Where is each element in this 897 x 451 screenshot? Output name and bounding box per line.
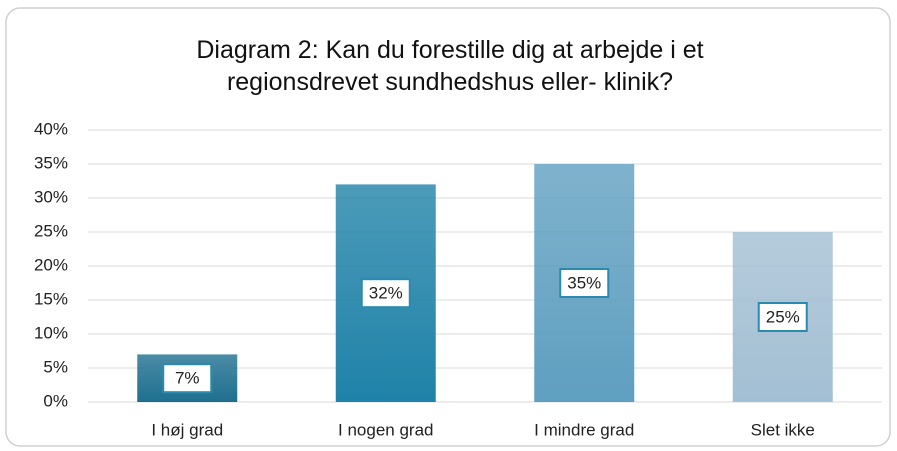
- chart-title: Diagram 2: Kan du forestille dig at arbe…: [196, 36, 704, 96]
- x-tick-label: I mindre grad: [534, 420, 634, 439]
- data-label: 7%: [175, 369, 200, 388]
- y-tick-label: 10%: [34, 323, 68, 342]
- y-tick-label: 0%: [43, 391, 68, 410]
- x-tick-label: I høj grad: [151, 420, 223, 439]
- data-label: 35%: [567, 273, 601, 292]
- x-tick-label: Slet ikke: [751, 420, 815, 439]
- y-tick-label: 15%: [34, 289, 68, 308]
- y-tick-label: 35%: [34, 153, 68, 172]
- y-tick-label: 40%: [34, 119, 68, 138]
- chart-frame: [5, 7, 891, 447]
- y-tick-label: 25%: [34, 221, 68, 240]
- data-label-box: [757, 302, 808, 332]
- data-label: 25%: [766, 307, 800, 326]
- y-tick-label: 20%: [34, 255, 68, 274]
- data-label: 32%: [369, 284, 403, 303]
- x-tick-label: I nogen grad: [338, 420, 433, 439]
- y-tick-label: 30%: [34, 187, 68, 206]
- data-label-box: [162, 363, 213, 394]
- data-label-box: [360, 278, 411, 309]
- data-label-box: [559, 268, 610, 298]
- y-tick-label: 5%: [43, 357, 68, 376]
